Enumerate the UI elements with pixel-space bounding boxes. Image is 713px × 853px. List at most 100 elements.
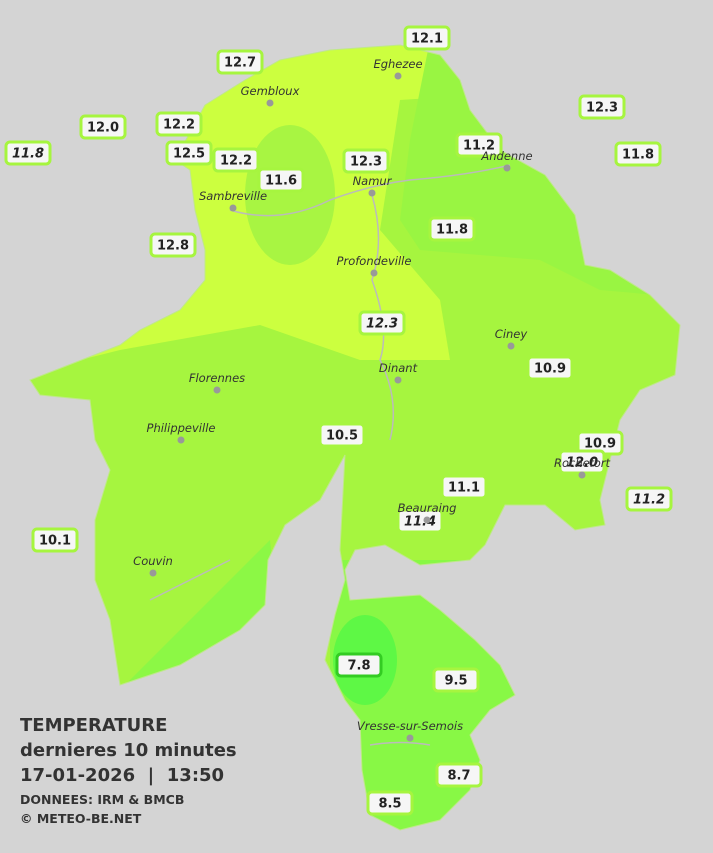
station-box (625, 486, 673, 512)
station: 11.8 (4, 140, 52, 166)
station: 11.2 (455, 132, 503, 158)
city-label: Namur (353, 174, 393, 188)
station-box (435, 762, 483, 788)
city-label: Beauraing (398, 501, 457, 515)
station: 12.7 (216, 49, 264, 75)
station-box (335, 652, 383, 678)
station: 11.4 (396, 508, 444, 534)
city-label: Florennes (189, 371, 245, 385)
station: 9.5 (432, 667, 480, 693)
station-value: 8.5 (378, 797, 401, 812)
station-box (4, 140, 52, 166)
station-box (212, 147, 260, 173)
station: 11.8 (614, 141, 662, 167)
station-value: 7.8 (347, 659, 370, 674)
city-dot (213, 386, 221, 394)
city-dot (578, 471, 586, 479)
station-value: 11.4 (404, 515, 436, 530)
city-dot (507, 342, 515, 350)
station: 12.8 (149, 232, 197, 258)
city-dot (503, 164, 511, 172)
station-box (318, 422, 366, 448)
station-value: 12.0 (566, 456, 598, 471)
station-value: 11.8 (12, 147, 44, 162)
station-value: 12.2 (163, 118, 195, 133)
city-dot (370, 269, 378, 277)
city-label: Rochefort (554, 456, 611, 470)
station-box (432, 667, 480, 693)
station-value: 10.1 (39, 534, 71, 549)
station-value: 8.7 (447, 769, 470, 784)
city-dot (394, 376, 402, 384)
station: 12.0 (558, 449, 606, 475)
station-box (578, 94, 626, 120)
station-value: 12.2 (220, 154, 252, 169)
station-box (396, 508, 444, 534)
station-value: 11.6 (265, 174, 297, 189)
station-value: 10.5 (326, 429, 358, 444)
station: 7.8 (335, 652, 383, 678)
station-value: 12.3 (350, 155, 382, 170)
station-value: 12.3 (366, 317, 398, 332)
city-dot (423, 516, 431, 524)
station: 8.5 (366, 790, 414, 816)
station-box (216, 49, 264, 75)
station: 11.6 (257, 167, 305, 193)
station: 10.5 (318, 422, 366, 448)
station: 12.2 (212, 147, 260, 173)
city-dot (229, 204, 237, 212)
city-dot (394, 72, 402, 80)
city-dot (149, 569, 157, 577)
station-value: 11.2 (633, 493, 665, 508)
station-box (155, 111, 203, 137)
station: 10.9 (526, 355, 574, 381)
station-value: 12.8 (157, 239, 189, 254)
station-box (366, 790, 414, 816)
city-label: Sambreville (199, 189, 267, 203)
station: 11.8 (428, 216, 476, 242)
station: 12.3 (358, 310, 406, 336)
city-label: Ciney (495, 327, 528, 341)
station-box (440, 474, 488, 500)
station-box (149, 232, 197, 258)
station-value: 12.0 (87, 121, 119, 136)
city-dot (406, 734, 414, 742)
station-box (165, 140, 213, 166)
legend-title: TEMPERATURE (20, 715, 167, 736)
station-value: 12.7 (224, 56, 256, 71)
station: 12.3 (578, 94, 626, 120)
city-label: Eghezee (373, 57, 422, 71)
station-value: 11.1 (448, 481, 480, 496)
city-label: Profondeville (337, 254, 412, 268)
station-value: 11.8 (436, 223, 468, 238)
station-box (358, 310, 406, 336)
city-label: Andenne (480, 149, 532, 163)
station-value: 12.3 (586, 101, 618, 116)
city-dot (177, 436, 185, 444)
station: 12.0 (79, 114, 127, 140)
station: 10.1 (31, 527, 79, 553)
station-value: 9.5 (444, 674, 467, 689)
city-label: Philippeville (147, 421, 216, 435)
station-value: 11.2 (463, 139, 495, 154)
station: 8.7 (435, 762, 483, 788)
city-label: Couvin (133, 554, 173, 568)
station-value: 12.1 (411, 32, 443, 47)
station-box (428, 216, 476, 242)
station-box (79, 114, 127, 140)
station-box (455, 132, 503, 158)
legend-subtitle: dernieres 10 minutes (20, 740, 237, 761)
station-box (31, 527, 79, 553)
legend-datetime: 17-01-2026 | 13:50 (20, 765, 224, 786)
station: 12.2 (155, 111, 203, 137)
city-dot (266, 99, 274, 107)
station-box (342, 148, 390, 174)
station-value: 10.9 (534, 362, 566, 377)
station-box (526, 355, 574, 381)
station-box (403, 25, 451, 51)
city-dot (368, 189, 376, 197)
legend: TEMPERATURE dernieres 10 minutes 17-01-2… (20, 57, 611, 826)
city-label: Vresse-sur-Semois (357, 719, 463, 733)
